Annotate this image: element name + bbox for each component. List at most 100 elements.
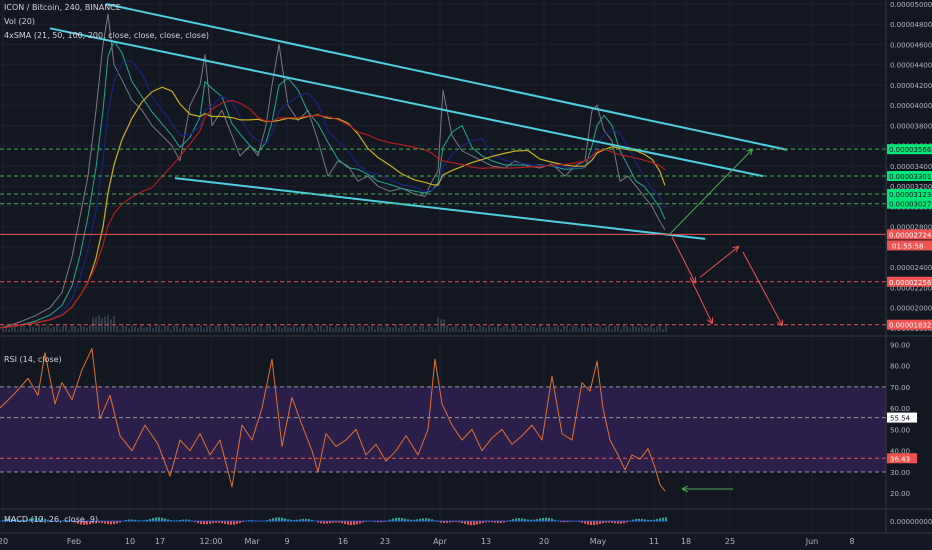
volume-bar (272, 329, 274, 332)
macd-legend[interactable]: MACD (12, 26, close, 9) (4, 515, 99, 524)
volume-bar (191, 325, 193, 332)
volume-bar (11, 325, 13, 332)
price-tick-label: 0.00003200 (890, 183, 932, 191)
macd-histogram-bar (539, 518, 541, 522)
macd-histogram-bar (362, 521, 364, 523)
volume-bar (386, 325, 388, 332)
price-series (0, 13, 666, 329)
volume-legend[interactable]: Vol (20) (4, 17, 35, 26)
volume-bar (197, 327, 199, 332)
level-label-bg (887, 170, 932, 181)
price-tick-label: 0.00005000 (890, 1, 932, 9)
macd-pane[interactable] (0, 517, 932, 534)
macd-histogram-bar (167, 519, 169, 522)
volume-bar (269, 325, 271, 332)
forecast-arrow (742, 251, 782, 325)
volume-bar (371, 325, 373, 332)
volume-bar (311, 325, 313, 332)
volume-bar (596, 327, 598, 332)
forecast-arrow (669, 150, 752, 235)
volume-bar (662, 329, 664, 332)
macd-histogram-bar (518, 518, 520, 522)
macd-histogram-bar (41, 517, 43, 522)
x-tick-label: 13 (481, 537, 491, 546)
symbol-legend[interactable]: ICON / Bitcoin, 240, BINANCE (4, 3, 121, 12)
volume-bar (71, 325, 73, 332)
volume-bar (149, 325, 151, 332)
level-label-bg (887, 276, 932, 287)
rsi-pane[interactable] (0, 348, 932, 510)
x-tick-label: Feb (67, 537, 81, 546)
channel-trendline (105, 3, 788, 151)
macd-histogram-bar (440, 521, 442, 523)
macd-histogram-bar (104, 521, 106, 524)
volume-bar (443, 319, 445, 332)
rsi-legend[interactable]: RSI (14, close) (4, 355, 62, 364)
macd-histogram-bar (14, 519, 16, 522)
volume-bar (182, 325, 184, 332)
macd-histogram-bar (92, 521, 94, 524)
macd-histogram-bar (614, 521, 616, 524)
price-axis[interactable]: 0.00005000 0.00004800 0.00004600 0.00004400… (885, 0, 932, 533)
volume-bar (251, 325, 253, 332)
volume-bar (173, 325, 175, 332)
macd-histogram-bar (617, 521, 619, 524)
volume-bar (425, 329, 427, 332)
volume-bar (89, 325, 91, 332)
macd-histogram-bar (377, 521, 379, 523)
price-tick-label: 0.00004600 (890, 41, 932, 49)
macd-histogram-bar (107, 521, 109, 525)
sma-legend[interactable]: 4xSMA (21, 50, 100, 200, close, close, c… (4, 31, 209, 40)
macd-histogram-bar (149, 518, 151, 522)
macd-histogram-bar (620, 521, 622, 524)
volume-bar (485, 328, 487, 332)
volume-bar (2, 326, 4, 332)
macd-histogram-bar (281, 517, 283, 522)
x-tick-label: 16 (338, 537, 348, 546)
volume-bar (605, 326, 607, 332)
macd-histogram-bar (26, 519, 28, 522)
macd-histogram-bar (599, 521, 601, 524)
macd-histogram-bar (497, 521, 499, 523)
volume-bar (488, 325, 490, 332)
time-axis[interactable]: 20 Feb 10 17 12:00 Mar 9 16 23 Apr 13 20 May 11 18 25 Ju… (0, 537, 855, 546)
x-tick-label: 12:00 (199, 537, 222, 546)
macd-histogram-bar (89, 521, 91, 525)
macd-histogram-bar (218, 521, 220, 523)
volume-bar (35, 328, 37, 332)
volume-bar (503, 326, 505, 332)
macd-histogram-bar (602, 521, 604, 524)
macd-histogram-bar (419, 518, 421, 522)
macd-histogram-bar (83, 521, 85, 525)
volume-bar (308, 326, 310, 332)
level-label: 0.00003566 (889, 146, 932, 154)
macd-histogram-bar (155, 517, 157, 522)
macd-histogram-bar (380, 521, 382, 523)
price-tick-label: 0.00004800 (890, 21, 932, 29)
volume-bar (125, 326, 127, 332)
volume-bar (491, 327, 493, 332)
level-label-bg (887, 229, 932, 240)
volume-bar (203, 328, 205, 332)
volume-bar (326, 325, 328, 332)
sma-100-line (0, 86, 666, 329)
macd-histogram-bar (416, 519, 418, 522)
macd-histogram-bar (344, 521, 346, 524)
macd-histogram-bar (353, 521, 355, 525)
macd-tick-label: 0.00000000 (890, 518, 932, 526)
macd-histogram-bar (443, 521, 445, 524)
macd-histogram-bar (524, 518, 526, 522)
level-label-bg (887, 198, 932, 209)
macd-histogram-bar (17, 519, 19, 522)
volume-bar (155, 326, 157, 332)
volume-bar (566, 325, 568, 332)
volume-bar (527, 328, 529, 332)
macd-histogram-bar (35, 517, 37, 522)
rsi-band (0, 386, 886, 472)
macd-histogram-bar (608, 521, 610, 523)
price-tick-label: 0.00002800 (890, 224, 932, 232)
rsi-tick-label: 30.00 (890, 469, 910, 477)
volume-bar (32, 326, 34, 332)
volume-bar (188, 327, 190, 332)
